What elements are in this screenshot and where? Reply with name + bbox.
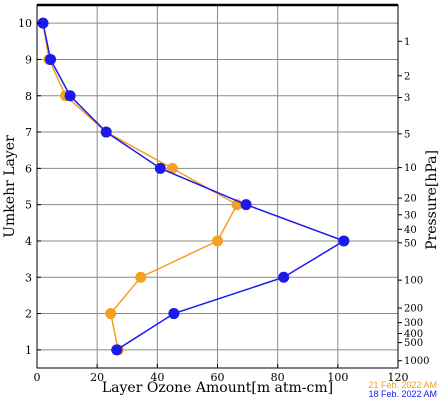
series-1-point-2	[278, 271, 290, 283]
pressure-tick-label-8: 30	[404, 210, 417, 221]
pressure-tick-label-2: 400	[404, 329, 423, 340]
pressure-tick-label-11: 5	[404, 129, 410, 140]
pressure-tick-label-13: 2	[404, 71, 410, 82]
series-1-point-0	[111, 344, 123, 356]
x-tick-label-3: 60	[211, 371, 225, 384]
pressure-tick-label-14: 1	[404, 37, 410, 48]
series-1-point-7	[64, 90, 76, 102]
series-1-point-4	[240, 199, 252, 211]
series-1-point-1	[168, 308, 180, 320]
x-tick-label-5: 100	[327, 371, 348, 384]
x-tick-label-1: 20	[90, 371, 104, 384]
x-tick-label-6: 120	[388, 371, 409, 384]
series-1-point-9	[37, 17, 49, 29]
pressure-tick-label-3: 300	[404, 318, 423, 329]
series-1-line	[42, 22, 346, 351]
y-tick-label-9: 10	[18, 17, 32, 30]
series-0-point-1	[105, 308, 117, 320]
y-tick-label-7: 8	[25, 90, 32, 103]
pressure-tick-label-9: 20	[404, 194, 417, 205]
pressure-tick-label-4: 200	[404, 304, 423, 315]
legend-entry-0: 21 Feb. 2022 AM	[368, 380, 437, 390]
y-axis-title: Umkehr Layer	[2, 135, 18, 238]
series-layer	[37, 17, 350, 356]
x-tick-label-2: 40	[150, 371, 164, 384]
y-axis-ticks: 1 2 3 4 5 6 7 8 9 10	[18, 17, 41, 357]
pressure-tick-label-10: 10	[404, 163, 417, 174]
series-0-point-3	[212, 235, 223, 247]
series-1-point-8	[45, 53, 57, 65]
x-tick-label-4: 80	[271, 371, 285, 384]
y-tick-label-5: 6	[25, 162, 32, 175]
pressure-tick-label-12: 3	[404, 93, 410, 104]
x-tick-label-0: 0	[34, 371, 41, 384]
y-tick-label-0: 1	[25, 344, 32, 357]
series-0-point-2	[135, 271, 147, 283]
series-1-point-3	[338, 235, 350, 247]
series-0-point-5	[166, 162, 178, 174]
y-tick-label-6: 7	[25, 126, 32, 139]
x-axis-ticks: 0 20 40 60 80 100 120	[34, 364, 409, 384]
series-1-point-5	[154, 162, 166, 174]
series-1-point-6	[100, 126, 112, 138]
pressure-tick-label-0: 1000	[404, 356, 429, 367]
pressure-tick-label-5: 100	[404, 276, 423, 287]
y-tick-label-4: 5	[25, 199, 32, 212]
pressure-axis-title: Pressure[hPa]	[424, 150, 440, 250]
y-tick-label-1: 2	[25, 308, 32, 321]
pressure-tick-label-1: 500	[404, 338, 423, 349]
pressure-tick-label-7: 40	[404, 225, 417, 236]
y-tick-label-2: 3	[25, 271, 32, 284]
grid	[37, 5, 398, 368]
y-tick-label-8: 9	[25, 53, 32, 66]
series-1	[37, 17, 350, 356]
pressure-tick-label-6: 50	[404, 238, 417, 249]
x-axis-title: Layer Ozone Amount[m atm-cm]	[102, 380, 333, 396]
legend-entry-1: 18 Feb. 2022 AM	[368, 389, 437, 399]
y-tick-label-3: 4	[25, 235, 32, 248]
